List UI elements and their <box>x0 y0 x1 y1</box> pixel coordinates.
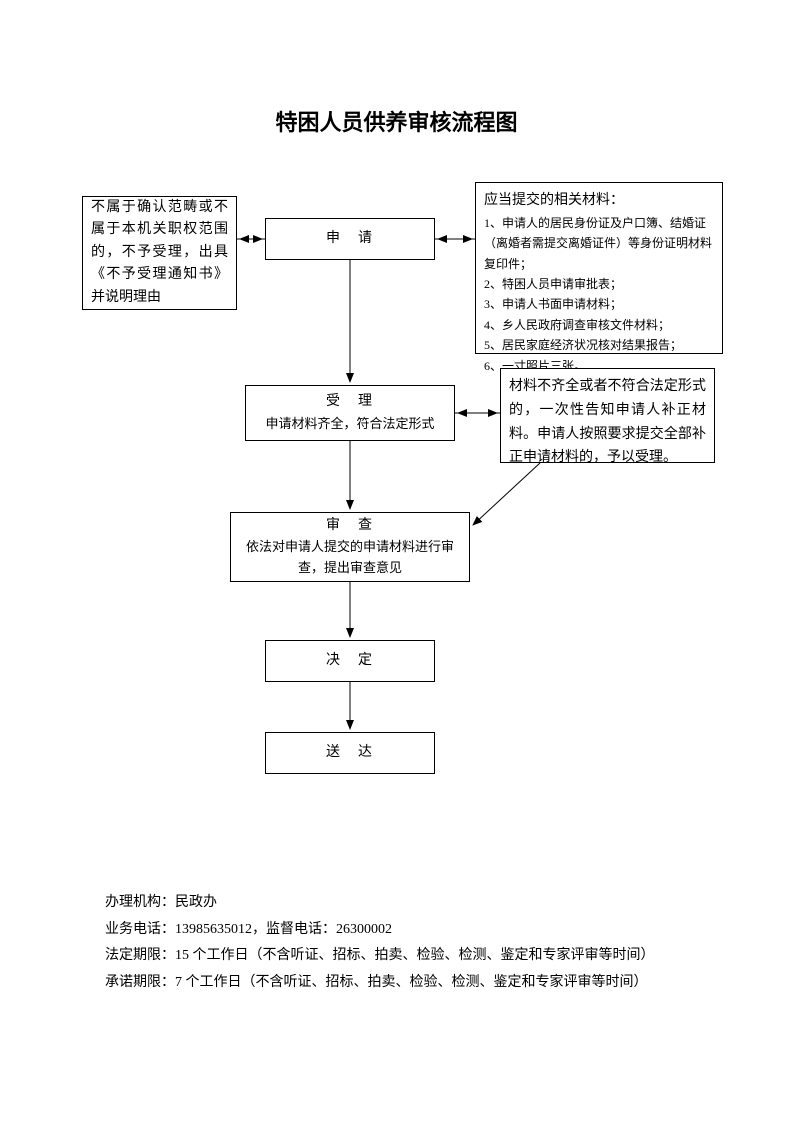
footer-block: 办理机构：民政办 业务电话：13985635012，监督电话：26300002 … <box>105 890 655 996</box>
footer-org: 办理机构：民政办 <box>105 890 655 917</box>
tel-label: 业务电话： <box>105 922 175 937</box>
promise-label: 承诺期限： <box>105 975 175 990</box>
legal-value: 15 个工作日（不含听证、招标、拍卖、检验、检测、鉴定和专家评审等时间） <box>175 948 655 963</box>
apply-box: 申 请 <box>265 218 435 260</box>
legal-label: 法定期限： <box>105 948 175 963</box>
footer-tel: 业务电话：13985635012，监督电话：26300002 <box>105 917 655 944</box>
reject-box: 不属于确认范畴或不属于本机关职权范围的，不予受理，出具《不予受理通知书》并说明理… <box>82 196 237 310</box>
review-box: 审 查 依法对申请人提交的申请材料进行审查，提出审查意见 <box>230 512 470 582</box>
materials-head: 应当提交的相关材料： <box>484 189 714 213</box>
review-label: 审 查 <box>326 515 374 537</box>
accept-sub: 申请材料齐全，符合法定形式 <box>265 414 434 435</box>
materials-item-1: 1、申请人的居民身份证及户口簿、结婚证（离婚者需提交离婚证件）等身份证明材料复印… <box>484 213 714 274</box>
supv-value: 26300002 <box>336 922 392 937</box>
materials-item-4: 4、乡人民政府调查审核文件材料； <box>484 315 714 335</box>
apply-label: 申 请 <box>326 228 374 250</box>
reject-text: 不属于确认范畴或不属于本机关职权范围的，不予受理，出具《不予受理通知书》并说明理… <box>91 197 228 309</box>
org-value: 民政办 <box>175 895 217 910</box>
supplement-text: 材料不齐全或者不符合法定形式的，一次性告知申请人补正材料。申请人按照要求提交全部… <box>509 379 706 465</box>
footer-promise: 承诺期限：7 个工作日（不含听证、招标、拍卖、检验、检测、鉴定和专家评审等时间） <box>105 970 655 997</box>
deliver-box: 送 达 <box>265 732 435 774</box>
decide-box: 决 定 <box>265 640 435 682</box>
decide-label: 决 定 <box>326 650 374 672</box>
supplement-box: 材料不齐全或者不符合法定形式的，一次性告知申请人补正材料。申请人按照要求提交全部… <box>500 368 715 463</box>
tel-value: 13985635012 <box>175 922 252 937</box>
page-title: 特困人员供养审核流程图 <box>0 105 793 137</box>
supv-label: ，监督电话： <box>252 922 336 937</box>
materials-item-3: 3、申请人书面申请材料； <box>484 294 714 314</box>
promise-value: 7 个工作日（不含听证、招标、拍卖、检验、检测、鉴定和专家评审等时间） <box>175 975 648 990</box>
materials-item-5: 5、居民家庭经济状况核对结果报告； <box>484 335 714 355</box>
accept-label: 受 理 <box>326 391 374 413</box>
materials-item-2: 2、特困人员申请审批表； <box>484 274 714 294</box>
materials-box: 应当提交的相关材料： 1、申请人的居民身份证及户口簿、结婚证（离婚者需提交离婚证… <box>475 182 723 354</box>
org-label: 办理机构： <box>105 895 175 910</box>
deliver-label: 送 达 <box>326 742 374 764</box>
review-sub: 依法对申请人提交的申请材料进行审查，提出审查意见 <box>239 537 461 579</box>
accept-box: 受 理 申请材料齐全，符合法定形式 <box>245 385 455 441</box>
footer-legal: 法定期限：15 个工作日（不含听证、招标、拍卖、检验、检测、鉴定和专家评审等时间… <box>105 943 655 970</box>
